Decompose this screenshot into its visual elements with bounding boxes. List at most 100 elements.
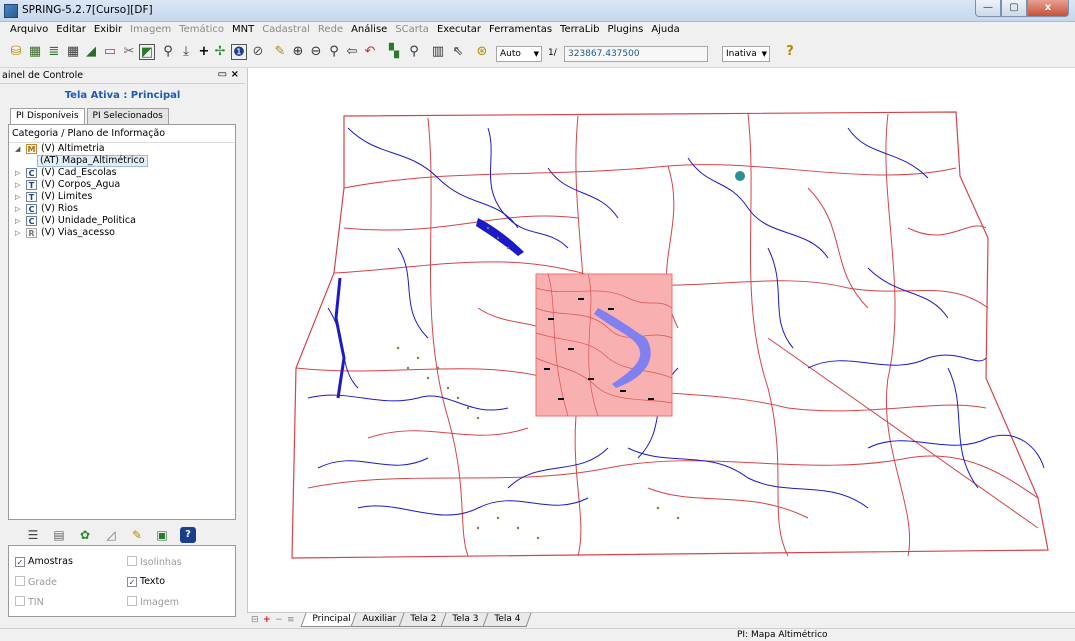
pan-icon[interactable]: ⤓	[183, 44, 189, 59]
tree-item-rios[interactable]: ▷ C (V) Rios	[15, 203, 78, 214]
rivers	[307, 127, 1045, 516]
pencil-icon[interactable]: ✎	[131, 528, 143, 542]
texto-checkbox[interactable]: ✓ Texto	[127, 576, 166, 587]
menu-tematico[interactable]: Temático	[179, 24, 224, 35]
list-icon[interactable]: ☰	[27, 528, 39, 542]
palette-icon[interactable]: ✿	[79, 528, 91, 542]
undo-icon[interactable]: ↶	[364, 44, 376, 59]
back-icon[interactable]: ⇦	[346, 44, 358, 59]
menu-plugins[interactable]: Plugins	[607, 24, 644, 35]
menu-terralib[interactable]: TerraLib	[560, 24, 600, 35]
tree-item-cad-escolas[interactable]: ▷ C (V) Cad_Escolas	[15, 167, 117, 178]
minimize-button[interactable]: —	[975, 0, 1001, 17]
zoom-tool-icon[interactable]: ⚲	[409, 44, 419, 59]
model-badge-icon: M	[26, 144, 37, 154]
tab-tela-4[interactable]: Tela 4	[482, 613, 532, 627]
grid-tool-icon[interactable]: ▥	[431, 44, 445, 59]
cadastral-badge-icon: C	[26, 216, 37, 226]
expand-icon[interactable]: ▷	[15, 169, 21, 177]
menu-scarta[interactable]: SCarta	[395, 24, 429, 35]
menu-ajuda[interactable]: Ajuda	[651, 24, 680, 35]
menu-ferramentas[interactable]: Ferramentas	[489, 24, 553, 35]
zoom-out-icon[interactable]: ⊖	[310, 44, 322, 59]
info-icon[interactable]: ❶	[231, 44, 247, 60]
tab-add-icon[interactable]: +	[263, 615, 271, 625]
cursor-mode-select[interactable]: Inativa ▼	[722, 46, 770, 62]
main-river	[334, 277, 346, 399]
scale-value-field[interactable]: 323867.437500	[564, 46, 708, 62]
network-badge-icon: R	[26, 228, 37, 238]
map-icon[interactable]: ▣	[156, 528, 168, 542]
menu-executar[interactable]: Executar	[436, 24, 482, 35]
zoom-area-icon[interactable]: ⊕	[292, 44, 304, 59]
panel-tools: ☰ ▤ ✿ ◿ ✎ ▣ ?	[0, 524, 245, 546]
tree-item-altimetria[interactable]: ◢ M (V) Altimetria	[15, 143, 105, 154]
menu-arquivo[interactable]: Arquivo	[10, 24, 49, 35]
panel-close-icon[interactable]: ×	[230, 69, 239, 80]
cadastral-badge-icon: C	[26, 204, 37, 214]
tree-header: Categoria / Plano de Informação	[9, 125, 235, 143]
layers-icon[interactable]: ≣	[48, 44, 60, 59]
panel-title: ainel de Controle	[2, 70, 84, 81]
menu-exibir[interactable]: Exibir	[93, 24, 123, 35]
scale-icon[interactable]: ▚	[389, 44, 399, 59]
plus-icon[interactable]: +	[198, 44, 210, 59]
draw-icon[interactable]: ◢	[86, 44, 96, 59]
tab-menu-icon[interactable]: ≡	[287, 615, 295, 625]
menu-editar[interactable]: Editar	[56, 24, 86, 35]
screen-icon[interactable]: ▭	[103, 44, 117, 59]
menu-analise[interactable]: Análise	[351, 24, 388, 35]
display-icon[interactable]: ◩	[139, 44, 155, 60]
menu-imagem[interactable]: Imagem	[130, 24, 172, 35]
measure-icon[interactable]: ⊘	[252, 44, 264, 59]
pointer-icon[interactable]: ⇖	[452, 44, 464, 59]
table-icon[interactable]: ▤	[53, 528, 65, 542]
grid-icon[interactable]: ▦	[66, 44, 80, 59]
tree-item-limites[interactable]: ▷ T (V) Limites	[15, 191, 93, 202]
grade-checkbox[interactable]: Grade	[15, 576, 57, 588]
project-icon[interactable]: ▦	[28, 44, 42, 59]
menu-mnt[interactable]: MNT	[231, 24, 255, 35]
expand-icon[interactable]: ▷	[15, 181, 21, 189]
collapse-icon[interactable]: ◢	[15, 145, 21, 153]
tree-item-vias-acesso[interactable]: ▷ R (V) Vias_acesso	[15, 227, 115, 238]
tab-remove-icon[interactable]: −	[275, 615, 283, 625]
zoom-in-icon[interactable]: ⚲	[163, 44, 173, 59]
float-icon[interactable]: ▭	[217, 69, 228, 80]
cut-icon[interactable]: ✂	[123, 44, 135, 59]
screen-tabs: ⊟ + − ≡ Principal Auxiliar Tela 2 Tela 3…	[247, 612, 1075, 628]
cursor-icon[interactable]: ✢	[214, 44, 226, 59]
status-pi: PI: Mapa Altimétrico	[737, 630, 828, 640]
map-drawing	[291, 111, 1049, 559]
expand-icon[interactable]: ▷	[15, 229, 21, 237]
menu-cadastral[interactable]: Cadastral	[262, 24, 310, 35]
tin-checkbox[interactable]: TIN	[15, 596, 44, 608]
isolines	[535, 273, 673, 417]
help-icon[interactable]: ?	[180, 527, 196, 543]
expand-icon[interactable]: ▷	[15, 217, 21, 225]
chart-icon[interactable]: ◿	[106, 528, 116, 542]
tree-item-corpos-agua[interactable]: ▷ T (V) Corpos_Agua	[15, 179, 121, 190]
zoom-previous-icon[interactable]: ⚲	[329, 44, 339, 59]
pi-tree: Categoria / Plano de Informação ◢ M (V) …	[8, 124, 236, 520]
tree-item-unidade-politica[interactable]: ▷ C (V) Unidade_Politica	[15, 215, 136, 226]
expand-icon[interactable]: ▷	[15, 205, 21, 213]
expand-icon[interactable]: ▷	[15, 193, 21, 201]
close-button[interactable]: x	[1027, 0, 1069, 17]
tab-pi-disponiveis[interactable]: PI Disponíveis	[10, 108, 85, 124]
amostras-checkbox[interactable]: ✓ Amostras	[15, 556, 73, 567]
isolinhas-checkbox[interactable]: Isolinhas	[127, 556, 182, 568]
tab-first-icon[interactable]: ⊟	[251, 615, 259, 625]
imagem-checkbox[interactable]: Imagem	[127, 596, 179, 608]
help-icon[interactable]: ?	[786, 44, 794, 59]
scale-mode-select[interactable]: Auto ▼	[496, 46, 542, 62]
map-canvas[interactable]	[247, 68, 1075, 612]
thematic-badge-icon: T	[26, 192, 37, 202]
tab-pi-selecionados[interactable]: PI Selecionados	[86, 108, 169, 124]
scope-icon[interactable]: ⊛	[476, 44, 488, 59]
maximize-button[interactable]: ▢	[1001, 0, 1027, 17]
edit-icon[interactable]: ✎	[274, 44, 286, 59]
tree-item-mapa-altimetrico[interactable]: (AT) Mapa_Altimétrico	[9, 155, 235, 167]
menu-rede[interactable]: Rede	[317, 24, 344, 35]
database-icon[interactable]: ⛁	[10, 44, 22, 59]
